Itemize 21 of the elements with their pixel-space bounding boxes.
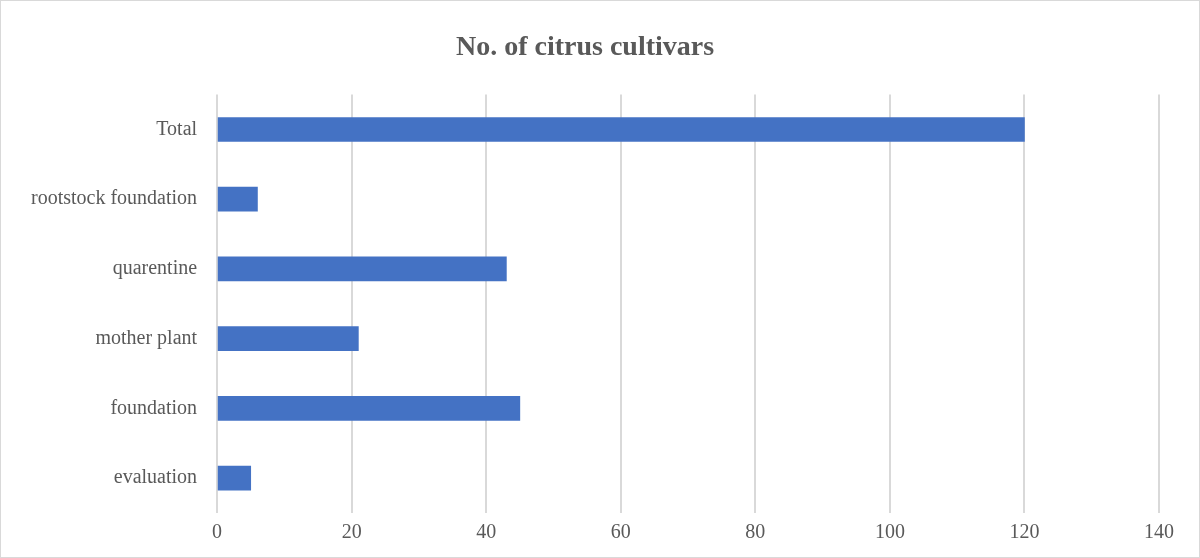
y-tick-label: evaluation [113,465,198,488]
x-tick-label: 120 [1009,520,1040,543]
x-tick-label: 0 [212,520,223,543]
x-tick-label: 80 [745,520,766,543]
chart-title: No. of citrus cultivars [455,30,715,62]
y-tick-label: Total [156,116,198,139]
y-tick-label: foundation [110,395,198,418]
bar [217,186,258,212]
x-tick-label: 100 [874,520,905,543]
x-tick-label: 60 [610,520,631,543]
y-tick-label: quarentine [112,256,198,280]
y-tick-label: mother plant [95,325,198,349]
x-tick-label: 20 [341,520,362,543]
bar [217,326,359,351]
y-tick-label: rootstock foundation [30,186,198,209]
bar [217,256,507,282]
bar [217,465,252,491]
x-tick-label: 40 [476,520,497,543]
bar [217,396,521,421]
x-tick-label: 140 [1144,520,1174,543]
bar [217,117,1025,142]
